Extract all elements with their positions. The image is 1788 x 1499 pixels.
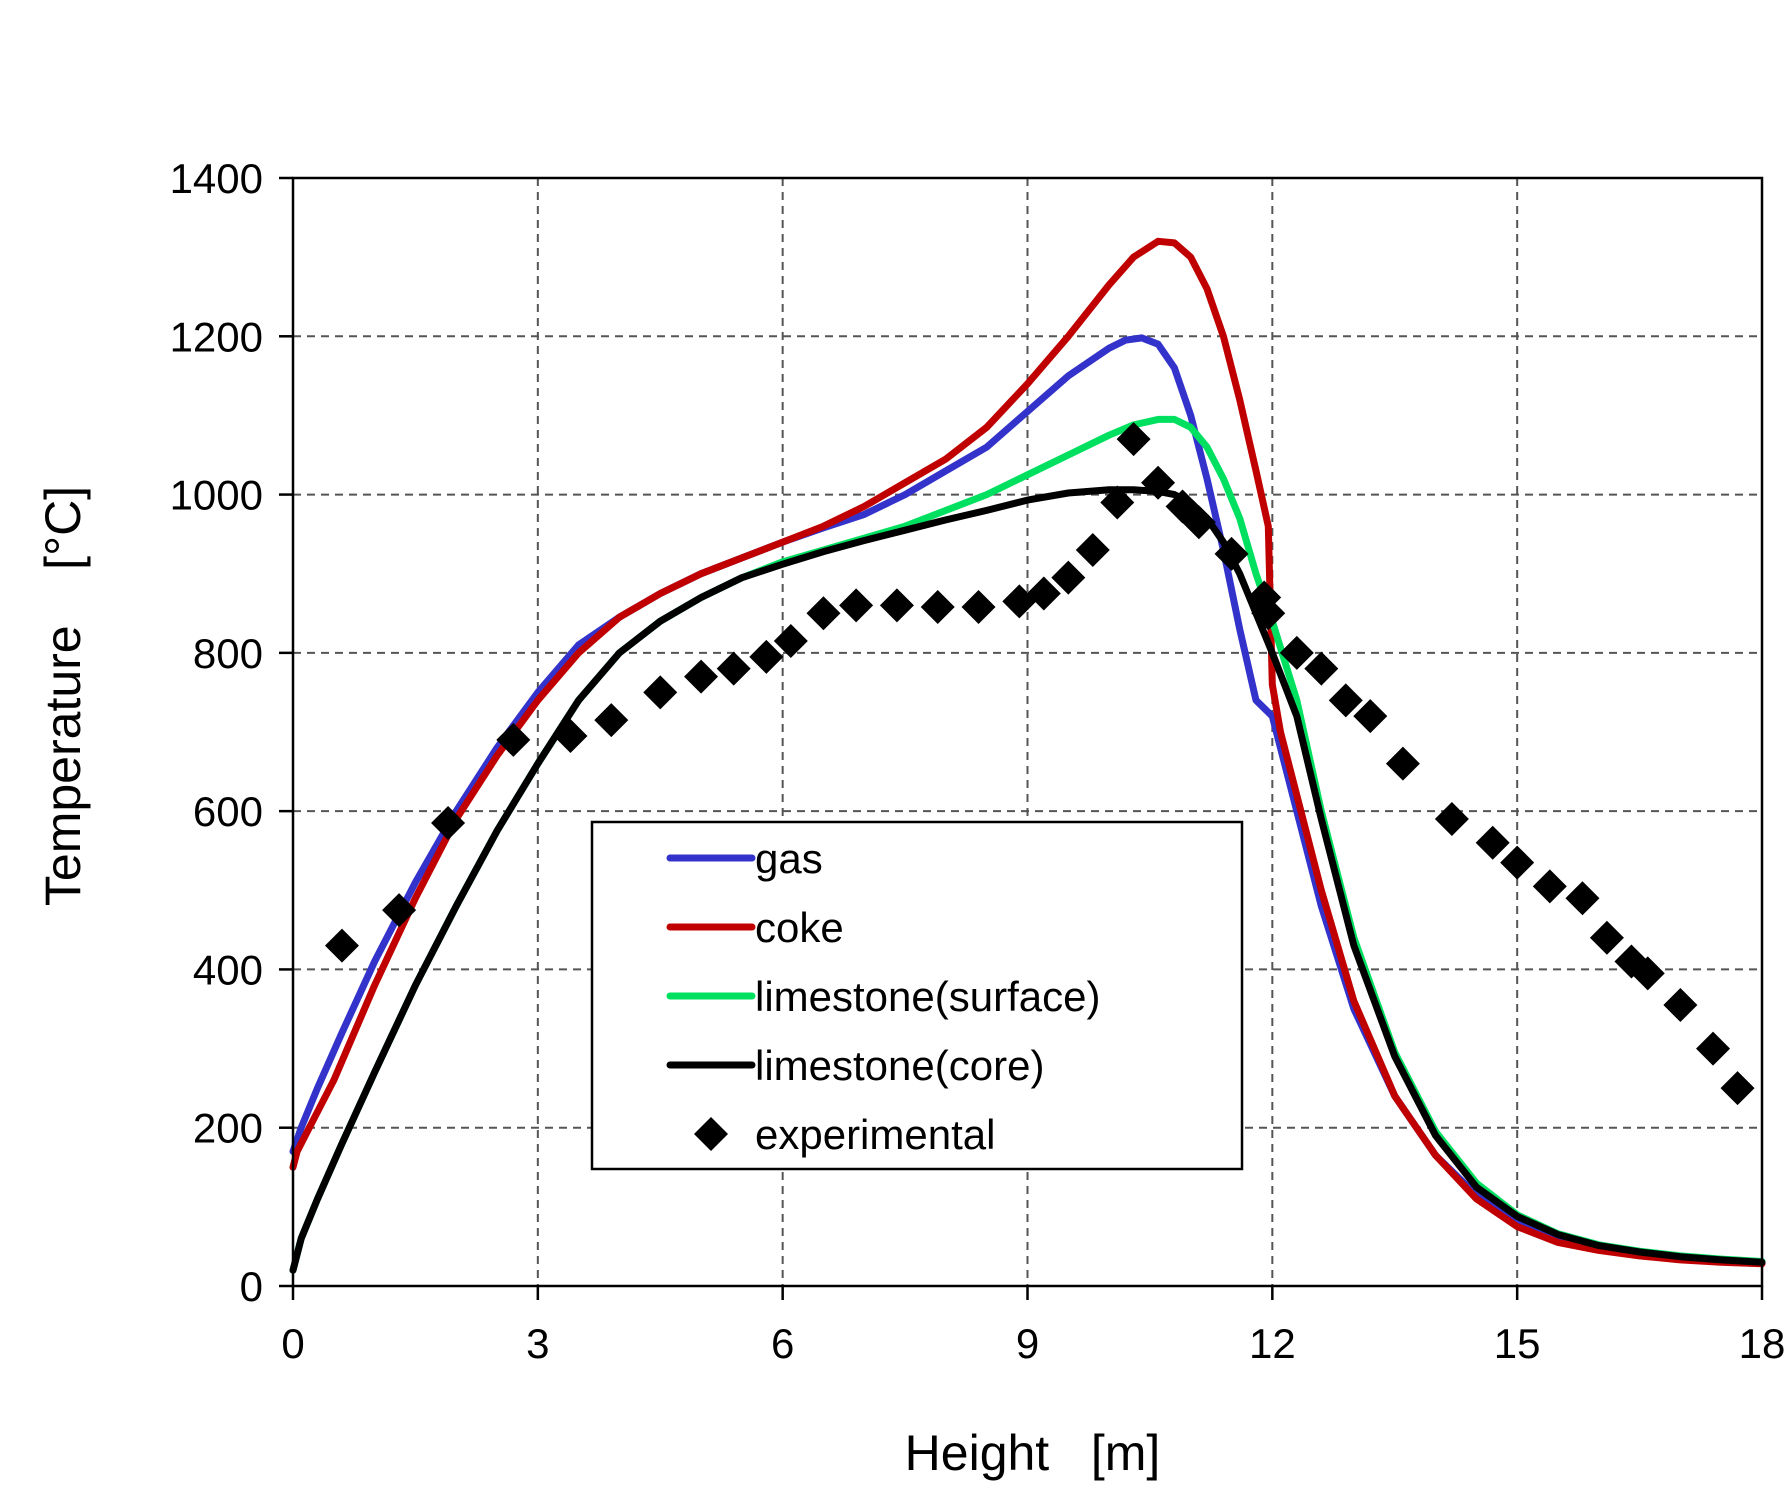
x-axis-title: Height [m] [905,1425,1161,1481]
data-point [684,659,719,694]
data-point [839,588,874,623]
data-point [716,651,751,686]
legend: gas coke limestone(surface) limestone(core)… [590,820,1244,1171]
data-point [1630,956,1665,991]
y-axis-title: Temperature [°C] [35,486,91,906]
data-point [1663,988,1698,1023]
data-point [1100,485,1135,520]
x-tick-label: 18 [1739,1320,1786,1367]
legend-entry: limestone(core) [666,1042,1044,1089]
data-point [1304,651,1339,686]
legend-label: gas [755,835,823,882]
y-tick-label: 200 [193,1105,263,1152]
x-tick-label: 6 [771,1320,794,1367]
data-point [1434,802,1469,837]
data-point [1500,845,1535,880]
data-point [1251,596,1286,631]
series-line-limestone-core [289,486,1766,1274]
data-point [324,928,359,963]
legend-label: limestone(surface) [755,973,1100,1020]
data-point [1141,465,1176,500]
legend-entry: gas [666,835,823,882]
data-point [382,893,417,928]
data-point [496,722,531,757]
data-point [879,588,914,623]
x-tick-label: 9 [1016,1320,1039,1367]
data-point [1475,825,1510,860]
data-point [1589,920,1624,955]
data-point [1181,505,1216,540]
data-point [1051,560,1086,595]
data-point [643,675,678,710]
data-point [553,718,588,753]
data-series [289,237,1766,1274]
legend-swatch [694,1117,728,1151]
legend-label: experimental [755,1111,995,1158]
data-point [1279,635,1314,670]
x-tick-label: 0 [281,1320,304,1367]
data-point [1532,869,1567,904]
data-point [1385,746,1420,781]
plot-frame [291,176,1764,1288]
axis-ticks: 0 3 6 9 12 15 18 0 200 400 600 800 1000 1200 1400 [170,155,1786,1367]
data-point [1116,422,1151,457]
data-point [431,806,466,841]
series-markers-experimental [324,422,1755,1106]
data-point [773,623,808,658]
data-point [1075,532,1110,567]
data-point [1328,683,1363,718]
y-tick-label: 1200 [170,313,263,360]
y-tick-label: 400 [193,946,263,993]
legend-label: coke [755,904,844,951]
legend-entry: experimental [694,1111,995,1158]
series-line-coke [289,237,1766,1268]
data-point [1214,536,1249,571]
legend-label: limestone(core) [755,1042,1044,1089]
y-tick-label: 1400 [170,155,263,202]
data-point [594,703,629,738]
x-tick-label: 3 [526,1320,549,1367]
data-point [806,596,841,631]
data-point [749,639,784,674]
y-tick-label: 0 [240,1263,263,1310]
data-point [961,589,996,624]
x-tick-label: 15 [1494,1320,1541,1367]
grid-lines [293,178,1762,1286]
legend-entry: coke [666,904,844,951]
data-point [1720,1071,1755,1106]
data-point [1353,699,1388,734]
data-point [1565,881,1600,916]
legend-entry: limestone(surface) [666,973,1100,1020]
data-point [920,589,955,624]
y-tick-label: 1000 [170,472,263,519]
data-point [1026,576,1061,611]
x-tick-label: 12 [1249,1320,1296,1367]
y-tick-label: 800 [193,630,263,677]
data-point [1696,1031,1731,1066]
y-tick-label: 600 [193,788,263,835]
